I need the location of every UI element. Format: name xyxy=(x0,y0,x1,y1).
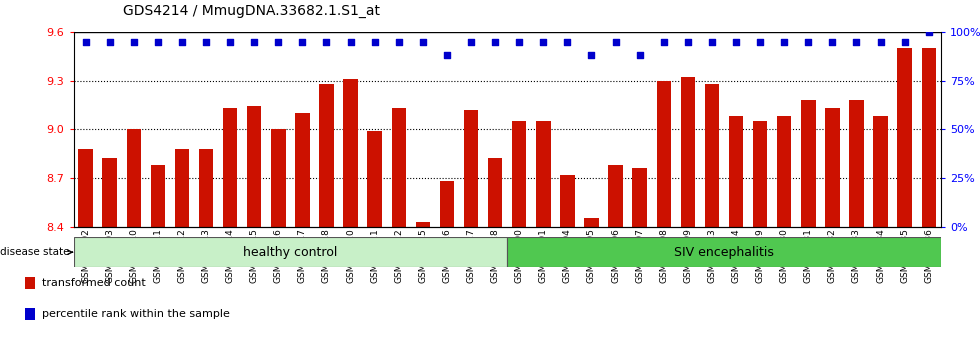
Bar xyxy=(873,116,888,227)
Bar xyxy=(343,79,358,227)
Bar xyxy=(777,116,792,227)
Point xyxy=(728,39,744,45)
Bar xyxy=(705,84,719,227)
Bar xyxy=(271,129,285,227)
Point xyxy=(753,39,768,45)
Point xyxy=(512,39,527,45)
Bar xyxy=(584,218,599,227)
Point xyxy=(656,39,671,45)
Bar xyxy=(488,158,503,227)
Point xyxy=(921,29,937,35)
Bar xyxy=(632,168,647,227)
Point xyxy=(150,39,166,45)
Point xyxy=(102,39,118,45)
Bar xyxy=(801,100,815,227)
Text: disease state: disease state xyxy=(0,247,73,257)
Point xyxy=(776,39,792,45)
Text: transformed count: transformed count xyxy=(41,279,145,289)
Bar xyxy=(657,80,671,227)
Bar xyxy=(24,278,35,290)
Bar xyxy=(921,48,936,227)
Point xyxy=(318,39,334,45)
Point xyxy=(560,39,575,45)
Bar xyxy=(561,175,574,227)
Point xyxy=(222,39,238,45)
Point xyxy=(680,39,696,45)
Point xyxy=(824,39,840,45)
Point xyxy=(270,39,286,45)
Bar xyxy=(319,84,333,227)
Bar xyxy=(295,113,310,227)
Point xyxy=(897,39,912,45)
Point xyxy=(632,52,648,58)
Bar xyxy=(464,110,478,227)
Point xyxy=(464,39,479,45)
Point xyxy=(77,39,93,45)
Point xyxy=(415,39,430,45)
Bar xyxy=(609,165,623,227)
Point xyxy=(584,52,600,58)
FancyBboxPatch shape xyxy=(74,237,508,267)
Bar xyxy=(222,108,237,227)
Point xyxy=(367,39,382,45)
Bar xyxy=(247,107,262,227)
Point xyxy=(174,39,190,45)
Text: percentile rank within the sample: percentile rank within the sample xyxy=(41,309,229,319)
Bar xyxy=(126,129,141,227)
Bar xyxy=(825,108,840,227)
Bar xyxy=(368,131,382,227)
Bar xyxy=(753,121,767,227)
Point xyxy=(535,39,551,45)
Bar xyxy=(392,108,406,227)
Bar xyxy=(898,48,912,227)
Text: GDS4214 / MmugDNA.33682.1.S1_at: GDS4214 / MmugDNA.33682.1.S1_at xyxy=(122,4,379,18)
Text: healthy control: healthy control xyxy=(243,246,337,259)
Bar xyxy=(680,77,695,227)
Bar xyxy=(78,149,93,227)
Bar xyxy=(416,222,430,227)
Point xyxy=(849,39,864,45)
Point xyxy=(608,39,623,45)
Point xyxy=(801,39,816,45)
Bar xyxy=(102,158,117,227)
Point xyxy=(125,39,141,45)
Text: SIV encephalitis: SIV encephalitis xyxy=(674,246,774,259)
Point xyxy=(487,39,503,45)
Point xyxy=(198,39,214,45)
Point xyxy=(295,39,311,45)
Bar xyxy=(729,116,743,227)
Bar xyxy=(199,149,214,227)
Bar xyxy=(536,121,551,227)
Bar xyxy=(24,308,35,320)
Point xyxy=(704,39,719,45)
Point xyxy=(246,39,262,45)
Bar xyxy=(174,149,189,227)
Bar xyxy=(151,165,165,227)
Point xyxy=(391,39,407,45)
Point xyxy=(873,39,889,45)
FancyBboxPatch shape xyxy=(508,237,941,267)
Bar xyxy=(850,100,863,227)
Point xyxy=(343,39,359,45)
Bar xyxy=(440,181,454,227)
Bar xyxy=(512,121,526,227)
Point xyxy=(439,52,455,58)
